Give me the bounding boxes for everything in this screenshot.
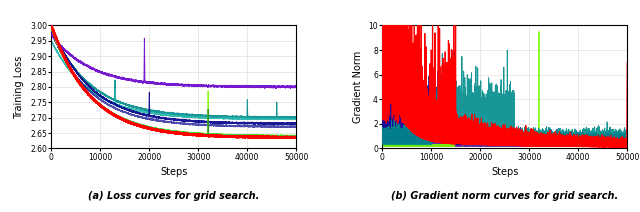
Y-axis label: Gradient Norm: Gradient Norm xyxy=(353,51,363,123)
X-axis label: Steps: Steps xyxy=(160,167,188,177)
Text: (a) Loss curves for grid search.: (a) Loss curves for grid search. xyxy=(88,191,259,201)
Text: (b) Gradient norm curves for grid search.: (b) Gradient norm curves for grid search… xyxy=(391,191,618,201)
X-axis label: Steps: Steps xyxy=(491,167,518,177)
Y-axis label: Training Loss: Training Loss xyxy=(15,55,24,119)
